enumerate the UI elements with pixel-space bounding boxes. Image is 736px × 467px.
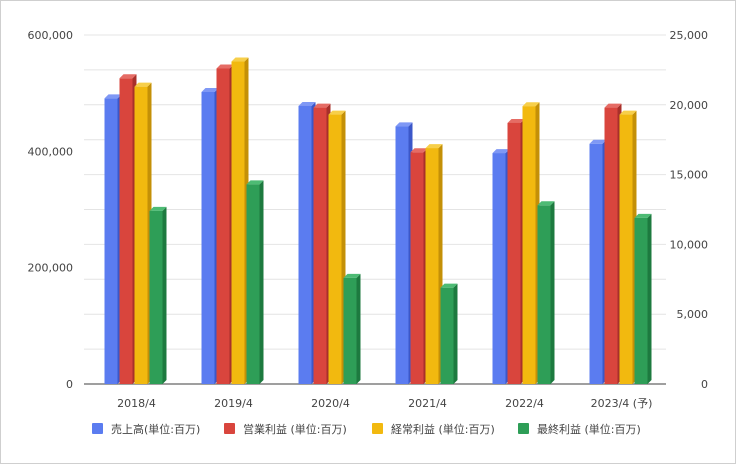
- bar-top: [328, 110, 346, 115]
- bar: [425, 148, 439, 384]
- bar-top: [134, 82, 152, 87]
- bar-top: [492, 149, 510, 154]
- bar-top: [201, 88, 219, 93]
- bar-top: [619, 110, 637, 115]
- bar-side: [259, 180, 264, 384]
- bar-top: [589, 139, 607, 144]
- bar: [395, 126, 409, 385]
- y-left-tick-label: 200,000: [28, 262, 74, 275]
- y-right-tick-label: 0: [701, 378, 708, 391]
- bar: [440, 287, 454, 384]
- bar-top: [231, 57, 249, 62]
- bar: [134, 86, 148, 384]
- bar: [231, 61, 245, 385]
- bar-side: [453, 283, 458, 384]
- bar: [492, 153, 506, 384]
- bar-side: [356, 273, 361, 384]
- bar: [604, 107, 618, 384]
- bar-top: [119, 74, 137, 79]
- bar-top: [104, 94, 122, 99]
- y-right-tick-label: 20,000: [670, 99, 709, 112]
- legend-label: 営業利益 (単位:百万): [243, 422, 347, 436]
- bar-top: [522, 102, 540, 107]
- bar: [589, 143, 603, 384]
- bar: [522, 106, 536, 385]
- bar-top: [440, 283, 458, 288]
- bar-top: [537, 201, 555, 206]
- bar: [343, 277, 357, 384]
- bar-top: [246, 180, 264, 185]
- bar: [507, 122, 521, 384]
- bar: [119, 78, 133, 384]
- bar: [149, 210, 163, 384]
- legend-label: 経常利益 (単位:百万): [391, 422, 495, 436]
- bar: [537, 205, 551, 384]
- y-left-tick-label: 600,000: [28, 29, 74, 42]
- bar: [313, 107, 327, 384]
- bar: [619, 114, 633, 385]
- bar-side: [647, 213, 652, 384]
- bar-top: [216, 64, 234, 69]
- bar-top: [343, 273, 361, 278]
- y-right-tick-label: 10,000: [670, 238, 709, 251]
- bar-top: [425, 144, 443, 149]
- legend-swatch: [92, 423, 103, 434]
- y-left-tick-label: 400,000: [28, 145, 74, 158]
- bar: [201, 92, 215, 385]
- bar: [328, 114, 342, 385]
- bar: [216, 68, 230, 384]
- bar-top: [298, 101, 316, 106]
- bar: [410, 152, 424, 384]
- y-right-tick-label: 25,000: [670, 29, 709, 42]
- bar-top: [395, 122, 413, 127]
- y-left-tick-label: 0: [66, 378, 73, 391]
- bar-top: [410, 148, 428, 153]
- y-right-tick-label: 5,000: [677, 308, 709, 321]
- bar: [104, 98, 118, 384]
- bar-top: [507, 118, 525, 123]
- legend-swatch: [372, 423, 383, 434]
- bar-top: [313, 103, 331, 108]
- legend-label: 最終利益 (単位:百万): [537, 422, 641, 436]
- legend-label: 売上高(単位:百万): [111, 422, 200, 436]
- y-right-tick-label: 15,000: [670, 169, 709, 182]
- x-tick-label: 2019/4: [214, 397, 253, 410]
- legend-swatch: [224, 423, 235, 434]
- bar-top: [604, 103, 622, 108]
- bar-side: [162, 206, 167, 384]
- x-tick-label: 2018/4: [117, 397, 156, 410]
- bar: [298, 105, 312, 385]
- bar-top: [634, 213, 652, 218]
- x-tick-label: 2023/4 (予): [591, 397, 653, 410]
- bar-top: [149, 206, 167, 211]
- bar: [634, 217, 648, 384]
- x-tick-label: 2021/4: [408, 397, 447, 410]
- legend-swatch: [518, 423, 529, 434]
- bar-side: [550, 201, 555, 384]
- bar: [246, 184, 260, 384]
- x-tick-label: 2022/4: [505, 397, 544, 410]
- x-tick-label: 2020/4: [311, 397, 350, 410]
